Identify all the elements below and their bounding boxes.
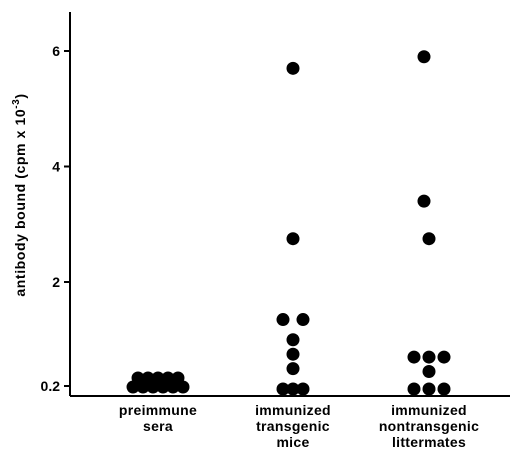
data-point bbox=[141, 371, 155, 385]
data-point bbox=[131, 371, 145, 385]
data-point bbox=[276, 382, 290, 396]
data-point bbox=[276, 313, 290, 327]
y-axis-label-close: ) bbox=[12, 93, 28, 98]
y-axis-label-main: antibody bound bbox=[12, 179, 28, 297]
y-tick-label: 2 bbox=[52, 274, 60, 290]
data-point bbox=[286, 61, 300, 75]
data-point bbox=[417, 194, 431, 208]
x-category-label: preimmune bbox=[119, 402, 197, 418]
y-axis-label-exponent: -3 bbox=[11, 99, 22, 109]
y-tick-label: 4 bbox=[52, 159, 60, 175]
data-points bbox=[126, 50, 451, 396]
x-category-label: littermates bbox=[392, 434, 466, 450]
y-ticks: 0.2 2 4 6 bbox=[41, 43, 70, 394]
y-tick-label: 6 bbox=[52, 43, 60, 59]
x-category-label: mice bbox=[276, 434, 309, 450]
data-point bbox=[422, 365, 436, 379]
data-point bbox=[151, 371, 165, 385]
data-point bbox=[171, 371, 185, 385]
data-point bbox=[286, 333, 300, 347]
y-axis-label: antibody bound (cpm x 10-3) bbox=[11, 93, 28, 296]
x-category-label: sera bbox=[143, 418, 173, 434]
y-axis-label-unit: (cpm x 10 bbox=[12, 109, 28, 179]
data-point bbox=[422, 232, 436, 246]
data-point bbox=[417, 50, 431, 64]
x-category-label: transgenic bbox=[256, 418, 330, 434]
data-point bbox=[286, 232, 300, 246]
data-point bbox=[286, 382, 300, 396]
x-category-label: nontransgenic bbox=[379, 418, 479, 434]
data-point bbox=[296, 313, 310, 327]
data-point bbox=[161, 371, 175, 385]
data-point bbox=[286, 347, 300, 361]
data-point bbox=[422, 350, 436, 364]
x-category-labels: preimmuneseraimmunizedtransgenicmiceimmu… bbox=[119, 402, 479, 450]
data-point bbox=[437, 350, 451, 364]
data-point bbox=[422, 382, 436, 396]
data-point bbox=[437, 382, 451, 396]
axes bbox=[69, 12, 510, 397]
data-point bbox=[407, 382, 421, 396]
data-point bbox=[286, 362, 300, 376]
x-category-label: immunized bbox=[255, 402, 331, 418]
x-category-label: immunized bbox=[391, 402, 467, 418]
data-point bbox=[407, 350, 421, 364]
data-point bbox=[296, 382, 310, 396]
y-tick-label: 0.2 bbox=[41, 378, 61, 394]
